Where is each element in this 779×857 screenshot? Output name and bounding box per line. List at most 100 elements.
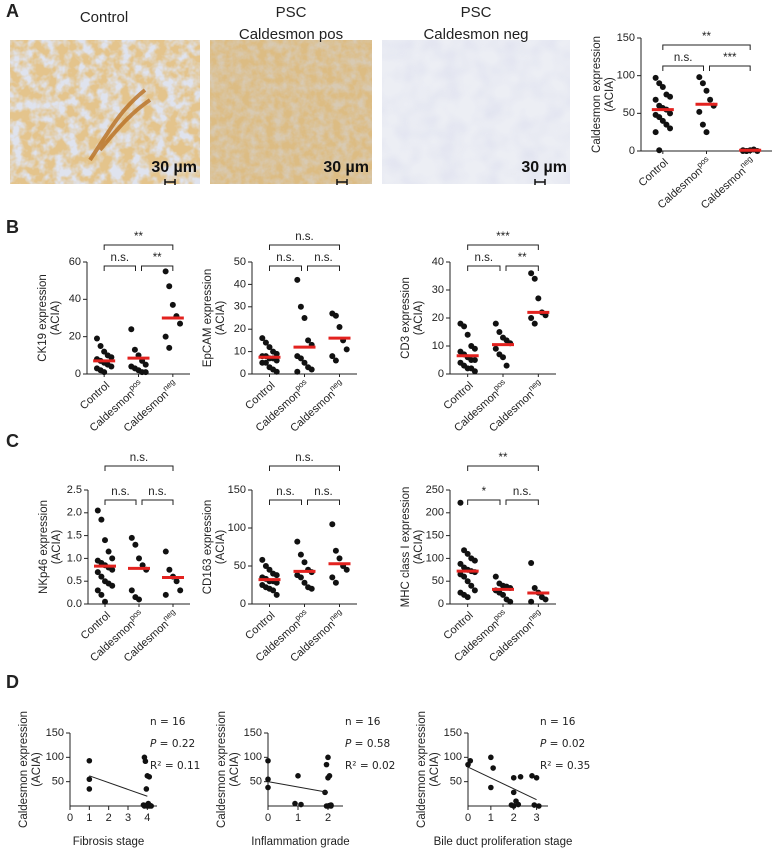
data-point (464, 550, 471, 557)
y-tick-label: 50 (250, 776, 262, 788)
data-point (102, 598, 108, 605)
significance-label: n.s. (314, 252, 333, 264)
data-point (322, 789, 328, 796)
data-point (108, 363, 115, 370)
regression-line (267, 781, 329, 793)
data-point (136, 555, 142, 562)
x-tick-label: 1 (86, 812, 92, 824)
data-point (109, 566, 116, 573)
data-point (336, 323, 343, 330)
data-point (492, 345, 499, 352)
data-point (488, 754, 494, 761)
data-point (528, 315, 535, 321)
data-point (270, 587, 277, 594)
stat-r2: R² = 0.02 (345, 760, 395, 772)
data-point (273, 572, 280, 579)
data-point (471, 345, 478, 352)
x-tick-label: 2 (106, 812, 112, 824)
y-axis-label: Caldesmon expression (18, 711, 30, 828)
y-axis-label: (ACIA) (429, 752, 441, 787)
data-point (94, 587, 101, 594)
x-tick-label: 3 (534, 812, 540, 824)
data-point (663, 121, 670, 128)
significance-label: * (482, 486, 487, 498)
significance-label: n.s. (314, 486, 333, 498)
data-point (332, 312, 339, 319)
significance-bracket (467, 465, 539, 471)
data-point (128, 326, 135, 333)
data-point (265, 776, 271, 783)
stat-n: n = 16 (150, 716, 186, 728)
x-tick-label: 0 (67, 812, 73, 824)
data-point (136, 596, 142, 603)
y-tick-label: 200 (426, 507, 444, 519)
y-axis-label: EpCAM expression (202, 269, 214, 367)
data-point (273, 350, 280, 357)
data-point (336, 555, 343, 562)
data-point (297, 303, 304, 310)
x-tick-label: 4 (144, 812, 150, 824)
stat-p: P = 0.22 (150, 738, 195, 750)
data-point (177, 320, 184, 327)
y-axis-label: CD3 expression (400, 277, 412, 359)
stat-r2: R² = 0.11 (150, 760, 200, 772)
data-point (142, 758, 149, 765)
data-point (147, 802, 154, 809)
significance-label: n.s. (148, 486, 167, 498)
data-point (536, 803, 542, 809)
y-tick-label: 0 (438, 598, 444, 610)
scale-label: 30 µm (521, 159, 567, 176)
image-caption: Control (80, 9, 128, 26)
y-tick-label: 0.5 (67, 575, 82, 587)
data-point (332, 357, 339, 364)
data-point (105, 548, 112, 555)
x-tick-label: Control (441, 609, 475, 642)
y-tick-label: 100 (426, 552, 444, 564)
data-point (128, 587, 135, 594)
data-point (86, 776, 93, 783)
y-tick-label: 50 (450, 776, 462, 788)
data-point (528, 559, 535, 566)
data-point (656, 147, 663, 154)
y-axis-label: (ACIA) (229, 752, 241, 787)
panel-label: A (6, 1, 19, 21)
data-point (329, 521, 336, 528)
data-point (265, 757, 271, 764)
data-point (503, 362, 510, 369)
y-tick-label: 1.0 (67, 552, 82, 564)
significance-label: ** (702, 31, 711, 43)
significance-label: *** (496, 231, 510, 243)
data-point (301, 559, 308, 566)
data-point (294, 538, 301, 545)
data-point (301, 359, 308, 366)
data-point (510, 774, 517, 781)
y-tick-label: 250 (426, 484, 444, 496)
stat-r2: R² = 0.35 (540, 760, 590, 772)
y-tick-label: 50 (623, 107, 635, 119)
y-tick-label: 150 (46, 727, 64, 739)
stat-p: P = 0.02 (540, 738, 585, 750)
y-axis-label: Caldesmon expression (416, 711, 428, 828)
y-tick-label: 50 (234, 256, 246, 268)
stat-p-value: = 0.58 (351, 738, 390, 750)
scale-label: 30 µm (151, 159, 197, 176)
data-point (471, 368, 478, 375)
data-point (325, 754, 331, 761)
image-caption: PSC (461, 4, 492, 21)
data-point (703, 129, 710, 136)
data-point (108, 354, 115, 361)
data-point (169, 301, 176, 308)
significance-label: n.s. (111, 252, 130, 264)
data-point (166, 283, 173, 290)
y-axis-label: (ACIA) (215, 301, 227, 336)
data-point (699, 80, 706, 87)
data-point (86, 786, 93, 792)
significance-label: n.s. (475, 252, 494, 264)
data-point (464, 331, 471, 338)
significance-bracket (103, 244, 174, 250)
data-point (457, 560, 464, 567)
y-axis-label: (ACIA) (413, 530, 425, 565)
data-point (707, 96, 714, 103)
data-point (542, 596, 549, 603)
